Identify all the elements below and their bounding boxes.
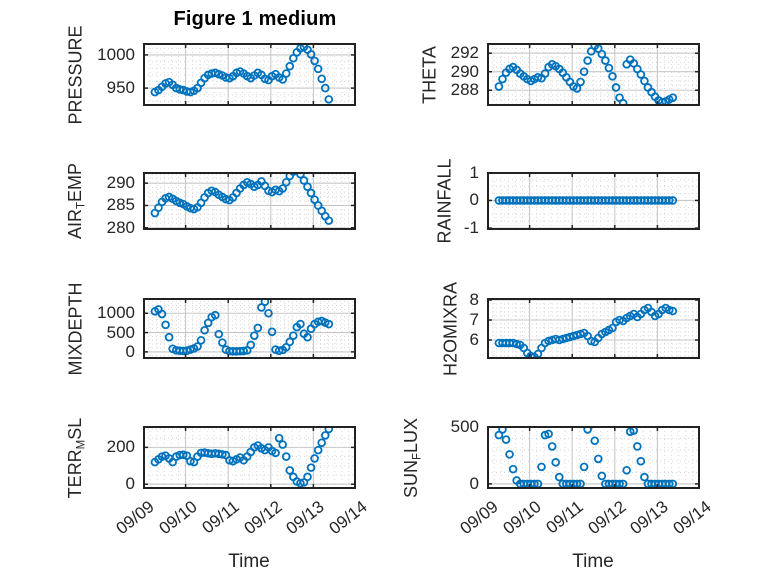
ylabel-sun_flux: SUNFLUX	[400, 417, 424, 498]
ytick-label: 6	[469, 330, 479, 349]
plot-area-sun_flux	[487, 426, 700, 489]
ytick-label: 280	[106, 217, 135, 237]
ytick-label: 290	[106, 173, 135, 193]
ylabel-air_temp: AIRTEMP	[64, 162, 88, 240]
minor-grid	[488, 173, 699, 229]
data-markers	[494, 43, 678, 106]
ytick-label: 8	[469, 290, 479, 309]
x-axis-title-right: Time	[572, 551, 614, 572]
ytick-label: 7	[469, 310, 479, 329]
data-markers	[150, 298, 334, 356]
ylabel-mixdepth: MIXDEPTH	[65, 281, 86, 376]
ytick-label: 1000	[97, 303, 135, 323]
data-markers	[150, 172, 334, 225]
plot-area-rainfall	[487, 172, 700, 230]
plot-area-terr_msl	[143, 426, 356, 489]
x-axis-title-left: Time	[228, 551, 270, 572]
plot-area-pressure	[143, 43, 356, 106]
ylabel-pressure: PRESSURE	[65, 24, 86, 125]
ytick-label: 0	[125, 474, 135, 494]
plot-area-h2omixra	[487, 298, 700, 359]
figure-title: Figure 1 medium	[173, 8, 337, 30]
data-markers	[494, 196, 678, 205]
ytick-label: 290	[450, 61, 479, 81]
ylabel-rainfall: RAINFALL	[434, 158, 455, 244]
plot-area-air_temp	[143, 172, 356, 230]
ylabel-h2omixra: H2OMIXRA	[440, 281, 461, 376]
ytick-label: 292	[450, 43, 479, 63]
ytick-label: 500	[450, 417, 479, 437]
ytick-label: -1	[463, 218, 479, 238]
ytick-label: 0	[125, 341, 135, 361]
ylabel-terr_msl: TERRMSL	[64, 417, 88, 498]
ytick-label: 950	[106, 78, 135, 98]
data-markers	[150, 43, 334, 104]
ytick-label: 500	[106, 322, 135, 342]
plot-area-theta	[487, 43, 700, 106]
ytick-label: 288	[450, 80, 479, 100]
ytick-label: 0	[469, 473, 479, 493]
plot-area-mixdepth	[143, 298, 356, 359]
data-markers	[150, 426, 334, 488]
ytick-label: 0	[469, 190, 479, 210]
ytick-label: 200	[106, 437, 135, 457]
ytick-label: 1000	[97, 44, 135, 64]
ylabel-theta: THETA	[419, 45, 440, 104]
ytick-label: 1	[469, 162, 479, 182]
ytick-label: 285	[106, 195, 135, 215]
